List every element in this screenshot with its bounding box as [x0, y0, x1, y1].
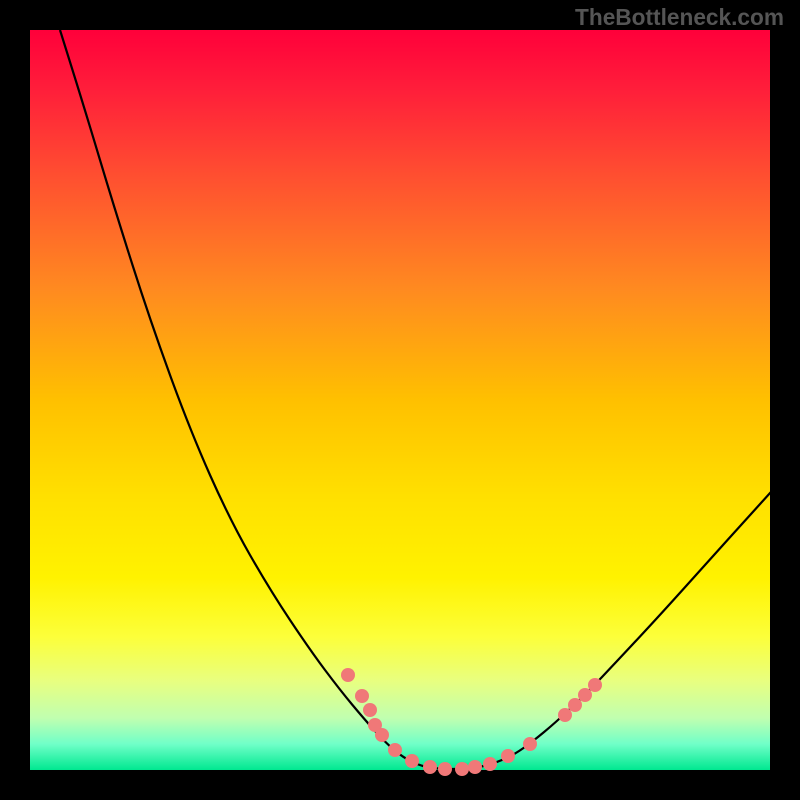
v-curve — [60, 30, 800, 769]
marker-group — [341, 668, 602, 776]
plot-area — [30, 30, 770, 770]
data-marker — [558, 708, 572, 722]
data-marker — [523, 737, 537, 751]
data-marker — [468, 760, 482, 774]
data-marker — [423, 760, 437, 774]
chart-container: TheBottleneck.com — [0, 0, 800, 800]
data-marker — [438, 762, 452, 776]
data-marker — [341, 668, 355, 682]
watermark-text: TheBottleneck.com — [575, 4, 784, 31]
data-marker — [568, 698, 582, 712]
data-marker — [578, 688, 592, 702]
data-marker — [588, 678, 602, 692]
data-marker — [355, 689, 369, 703]
data-marker — [501, 749, 515, 763]
data-marker — [375, 728, 389, 742]
curve-layer — [30, 30, 770, 770]
data-marker — [483, 757, 497, 771]
data-marker — [388, 743, 402, 757]
data-marker — [405, 754, 419, 768]
data-marker — [363, 703, 377, 717]
data-marker — [455, 762, 469, 776]
